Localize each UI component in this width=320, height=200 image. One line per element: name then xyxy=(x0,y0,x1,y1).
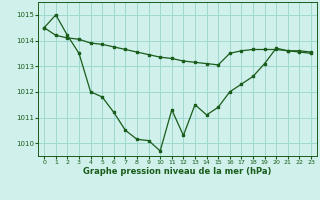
X-axis label: Graphe pression niveau de la mer (hPa): Graphe pression niveau de la mer (hPa) xyxy=(84,167,272,176)
